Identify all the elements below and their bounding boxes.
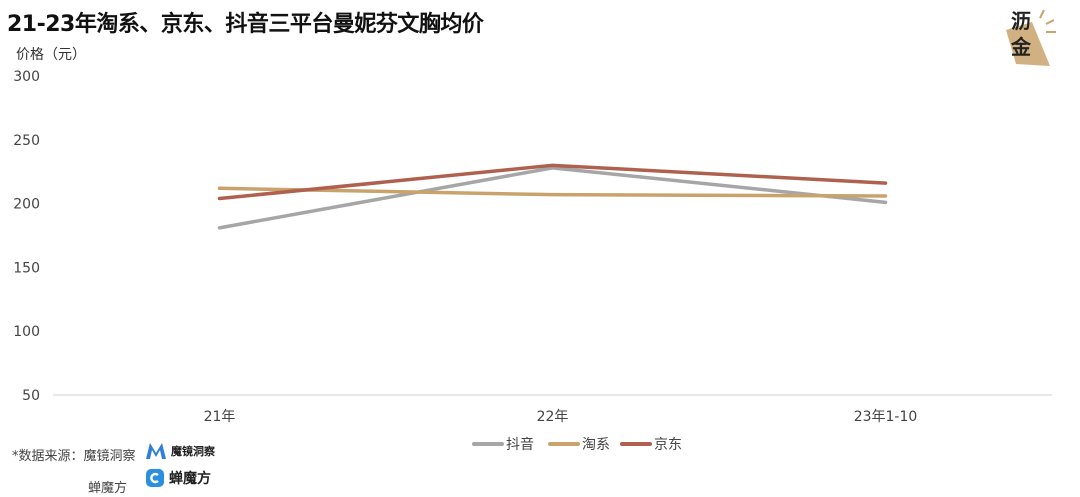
x-tick-label: 22年: [537, 409, 569, 425]
x-tick-label: 21年: [204, 409, 236, 425]
source2-label: 蝉魔方: [88, 481, 128, 496]
chanmofang-brand-text: 蝉魔方: [169, 471, 211, 487]
y-tick-label: 200: [13, 197, 40, 213]
legend-label: 淘系: [582, 437, 610, 453]
mojing-brand: 魔镜洞察: [145, 442, 215, 460]
y-tick-label: 250: [13, 133, 40, 149]
logo-char-1: 沥: [1011, 9, 1031, 33]
x-tick-label: 23年1-10: [854, 409, 918, 425]
legend-label: 抖音: [506, 436, 534, 453]
y-tick-label: 150: [13, 260, 40, 276]
y-tick-label: 100: [13, 324, 40, 340]
chanmofang-logo-icon: [146, 469, 164, 487]
logo-char-2: 金: [1011, 35, 1031, 59]
chanmofang-brand: 蝉魔方: [145, 468, 211, 488]
series-line-抖音: [217, 166, 888, 230]
lijin-logo: [1002, 8, 1058, 70]
chart-title: 21-23年淘系、京东、抖音三平台曼妮芬文胸均价: [7, 12, 484, 37]
series-line-淘系: [217, 186, 888, 198]
source-label: *数据来源：魔镜洞察: [12, 449, 136, 464]
mojing-brand-text: 魔镜洞察: [171, 445, 215, 458]
legend-label: 京东: [654, 437, 682, 453]
y-tick-label: 300: [13, 69, 40, 85]
y-tick-label: 50: [22, 388, 40, 404]
y-axis-label: 价格（元）: [16, 47, 86, 63]
series-line-京东: [217, 163, 888, 201]
mojing-logo-icon: [146, 443, 166, 459]
